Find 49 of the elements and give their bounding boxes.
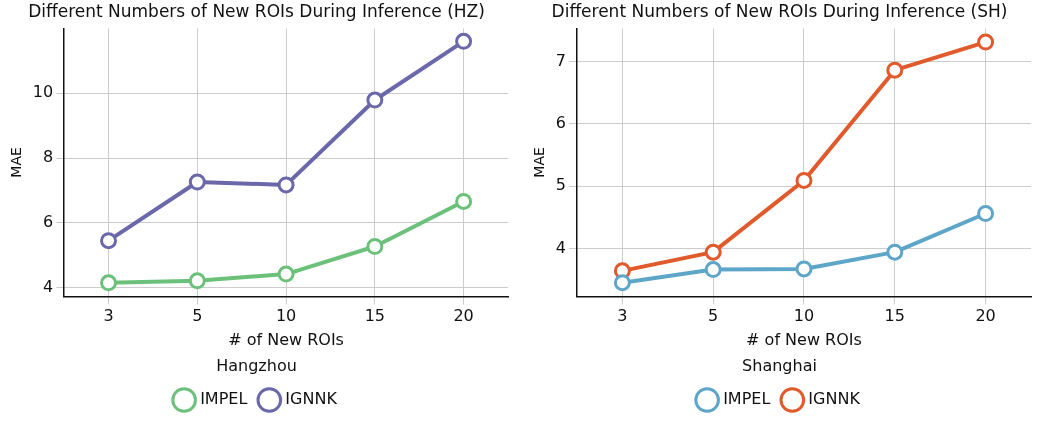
point [100, 274, 118, 292]
x-axis-title: # of New ROIs [746, 330, 862, 350]
y-tick-label: 4 [42, 276, 54, 296]
point [100, 232, 118, 250]
x-tick-label: 20 [453, 306, 474, 326]
point [795, 171, 813, 189]
chart-title: Different Numbers of New ROIs During Inference (SH) [551, 0, 1008, 21]
point [455, 32, 473, 50]
point [366, 91, 384, 109]
y-tick-label: 8 [42, 147, 54, 167]
point [366, 237, 384, 255]
y-tick-label: 7 [555, 50, 566, 70]
legend-title: Hangzhou [216, 355, 297, 375]
y-axis-title: MAE [531, 147, 548, 178]
legend-title: Shanghai [742, 355, 817, 375]
x-tick-label: 15 [364, 306, 386, 326]
point [886, 61, 904, 79]
x-tick-label: 5 [192, 306, 203, 326]
point [704, 243, 722, 261]
y-tick-label: 10 [32, 82, 54, 102]
x-tick-label: 3 [103, 306, 114, 326]
chart-title: Different Numbers of New ROIs During Inference (HZ) [28, 0, 485, 21]
point [795, 260, 813, 278]
x-tick-label: 10 [793, 306, 815, 326]
point [188, 173, 206, 191]
y-tick-label: 5 [555, 175, 566, 195]
legend-label: IMPEL [200, 389, 248, 409]
legend-label: IGNNK [808, 389, 861, 409]
point [977, 205, 995, 223]
x-tick-label: 3 [617, 306, 628, 326]
point [277, 265, 295, 283]
point [704, 261, 722, 279]
point [277, 176, 295, 194]
legend-label: IMPEL [723, 389, 771, 409]
y-tick-label: 6 [42, 211, 54, 231]
point [886, 243, 904, 261]
x-tick-label: 15 [884, 306, 905, 326]
x-tick-label: 5 [708, 306, 719, 326]
y-tick-label: 4 [555, 237, 566, 257]
point [613, 274, 631, 292]
y-tick-label: 6 [555, 112, 566, 132]
y-axis-title: MAE [8, 147, 25, 178]
point [455, 192, 473, 210]
point [188, 272, 206, 290]
x-axis-title: # of New ROIs [228, 330, 344, 350]
point [977, 33, 995, 51]
x-tick-label: 10 [275, 306, 297, 326]
x-tick-label: 20 [975, 306, 996, 326]
legend-label: IGNNK [285, 389, 338, 409]
